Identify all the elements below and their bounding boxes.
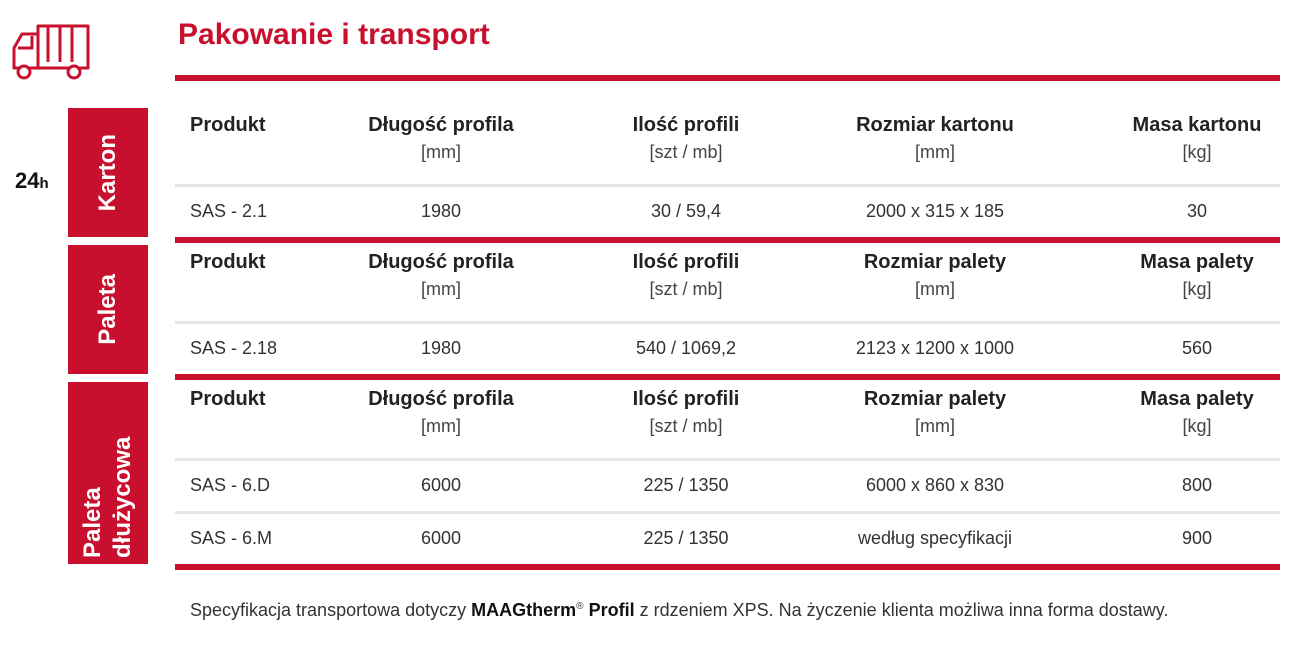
column-unit: [szt / mb] [649,416,723,436]
cell: 900 [1181,528,1213,548]
cell: 800 [1181,475,1213,495]
column-header: Rozmiar kartonu [856,114,1014,136]
delivery-number: 24 [15,168,40,193]
column-unit: [kg] [1182,416,1212,436]
footer-text: Specyfikacja transportowa dotyczy [190,600,467,620]
footer-text: z rdzeniem XPS. Na życzenie klienta możl… [639,600,1169,620]
data-row: SAS - 6.D 6000 225 / 1350 6000 x 860 x 830 8… [175,461,1280,511]
header-row: Produkt Długość profila [mm] Ilość profili [… [175,106,1280,184]
section: Paleta Produkt Długość profila [mm] Ilość pr… [68,243,1280,380]
cell: SAS - 2.1 [190,201,268,221]
cell: 225 / 1350 [643,528,729,548]
delivery-time: 24h [15,168,49,194]
section-rule [175,374,1280,380]
section-label-box: Paleta [68,245,148,374]
cell: 6000 x 860 x 830 [865,475,1005,495]
column-unit: [szt / mb] [649,142,723,162]
registered-mark: ® [576,601,584,612]
truck-icon [12,24,90,80]
cell: 560 [1181,338,1213,358]
section-label: Paleta dłużycowa [79,436,136,558]
column-unit: [szt / mb] [649,279,723,299]
header-row: Produkt Długość profila [mm] Ilość profili [… [175,243,1280,321]
data-row: SAS - 6.M 6000 225 / 1350 według specyfikac… [175,514,1280,564]
cell: 225 / 1350 [643,475,729,495]
cell: 540 / 1069,2 [635,338,737,358]
cell: 2123 x 1200 x 1000 [855,338,1015,358]
column-header: Długość profila [368,114,514,136]
title: Pakowanie i transport [178,18,490,51]
cell: 2000 x 315 x 185 [865,201,1005,221]
column-header: Długość profila [368,251,514,273]
column-header: Rozmiar palety [863,251,1007,273]
column-header: Ilość profili [632,388,740,410]
column-unit: [mm] [421,416,461,436]
cell: 1980 [420,338,462,358]
cell: 1980 [420,201,462,221]
section-label: Karton [94,133,121,212]
data-row: SAS - 2.18 1980 540 / 1069,2 2123 x 1200 x … [175,324,1280,374]
data-row: SAS - 2.1 1980 30 / 59,4 2000 x 315 x 185 30 [175,187,1280,237]
header-row: Produkt Długość profila [mm] Ilość profili [… [175,380,1280,458]
section: Karton Produkt Długość profila [mm] Ilość pr… [68,106,1280,243]
column-unit: [kg] [1182,279,1212,299]
table: Produkt Długość profila [mm] Ilość profili [… [175,380,1280,570]
cell: 6000 [420,475,462,495]
sections: Karton Produkt Długość profila [mm] Ilość pr… [68,106,1280,570]
column-header: Produkt [190,388,266,410]
cell: SAS - 6.D [190,475,271,495]
cell: 30 [1186,201,1208,221]
column-header: Rozmiar palety [863,388,1007,410]
column-header: Masa palety [1140,251,1254,273]
cell: według specyfikacji [857,528,1013,548]
column-header: Ilość profili [632,251,740,273]
section-rule [175,564,1280,570]
column-header: Długość profila [368,388,514,410]
section-label-box: Karton [68,108,148,237]
column-unit: [mm] [915,279,955,299]
row-divider [175,321,1280,324]
delivery-unit: h [39,175,49,192]
column-header: Ilość profili [632,114,740,136]
title-rule [175,75,1280,81]
column-unit: [mm] [421,279,461,299]
column-unit: [mm] [915,416,955,436]
section-rule [175,237,1280,243]
row-divider [175,184,1280,187]
column-unit: [mm] [421,142,461,162]
column-header: Masa kartonu [1132,114,1262,136]
row-divider [175,511,1280,514]
column-header: Produkt [190,251,266,273]
column-header: Masa palety [1140,388,1254,410]
column-header: Produkt [190,114,266,136]
cell: SAS - 2.18 [190,338,278,358]
table: Produkt Długość profila [mm] Ilość profili [… [175,243,1280,380]
section-label-box: Paleta dłużycowa [68,382,148,564]
product: Profil [588,600,635,620]
brand: MAAGtherm [471,600,577,620]
row-divider [175,458,1280,461]
cell: 6000 [420,528,462,548]
footer-note: Specyfikacja transportowa dotyczy MAAGth… [190,594,1270,623]
table: Produkt Długość profila [mm] Ilość profili [… [175,106,1280,243]
section: Paleta dłużycowa Produkt Długość profila [m… [68,380,1280,570]
cell: 30 / 59,4 [650,201,722,221]
section-label: Paleta [94,274,121,345]
column-unit: [kg] [1182,142,1212,162]
cell: SAS - 6.M [190,528,273,548]
column-unit: [mm] [915,142,955,162]
